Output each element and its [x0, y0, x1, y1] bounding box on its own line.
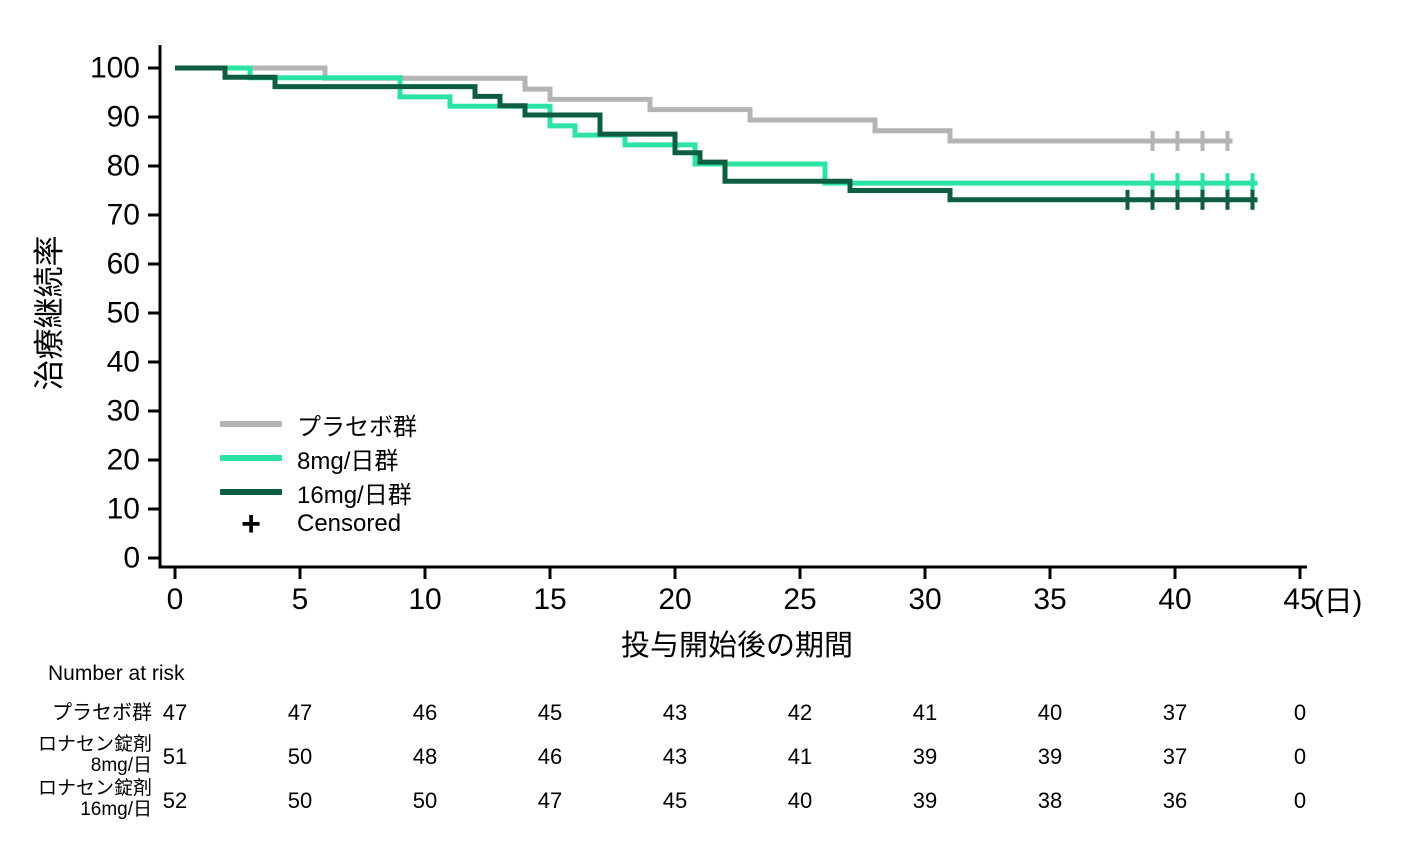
risk-count: 41 — [912, 700, 938, 725]
legend-row-16mg: 16mg/日群 — [220, 475, 412, 509]
risk-count: 46 — [412, 700, 438, 725]
legend-label-placebo: プラセボ群 — [297, 413, 417, 441]
risk-count: 0 — [1293, 700, 1307, 725]
risk-count: 47 — [287, 700, 313, 725]
legend-row-censored: + Censored — [220, 507, 401, 541]
risk-count: 47 — [537, 788, 563, 813]
risk-row-label-8mg: ロナセン錠剤 8mg/日 — [37, 734, 152, 776]
risk-count: 50 — [412, 788, 438, 813]
y-tick-label: 40 — [107, 346, 140, 379]
risk-count: 36 — [1162, 788, 1188, 813]
y-tick-label: 100 — [90, 52, 140, 85]
y-tick-label: 30 — [107, 395, 140, 428]
legend-line-16mg-icon — [220, 489, 282, 495]
y-tick-label: 0 — [123, 542, 140, 575]
risk-count: 0 — [1293, 744, 1307, 769]
y-tick-label: 70 — [107, 199, 140, 232]
risk-count: 46 — [537, 744, 563, 769]
risk-count: 37 — [1162, 744, 1188, 769]
risk-count: 43 — [662, 700, 688, 725]
risk-row-label-placebo: プラセボ群 — [52, 702, 152, 724]
x-tick-label: 35 — [1033, 583, 1066, 616]
risk-count: 50 — [287, 788, 313, 813]
risk-count: 40 — [1037, 700, 1063, 725]
risk-count: 52 — [162, 788, 188, 813]
risk-count: 40 — [787, 788, 813, 813]
legend-line-8mg-icon — [220, 455, 282, 461]
x-tick-label: 10 — [408, 583, 441, 616]
risk-count: 39 — [912, 744, 938, 769]
risk-table-header: Number at risk — [48, 662, 185, 685]
y-axis-title: 治療継続率 — [32, 236, 67, 391]
risk-count: 45 — [662, 788, 688, 813]
risk-count: 37 — [1162, 700, 1188, 725]
risk-count: 38 — [1037, 788, 1063, 813]
risk-count: 0 — [1293, 788, 1307, 813]
legend-row-8mg: 8mg/日群 — [220, 441, 398, 475]
risk-count: 50 — [287, 744, 313, 769]
risk-count: 39 — [1037, 744, 1063, 769]
survival-curves — [175, 65, 1258, 210]
risk-count: 39 — [912, 788, 938, 813]
x-tick-label: 5 — [292, 583, 309, 616]
risk-count: 48 — [412, 744, 438, 769]
y-tick-label: 90 — [107, 101, 140, 134]
survival-curve-0 — [175, 65, 1233, 144]
legend-label-censored: Censored — [297, 510, 402, 537]
x-tick-label: 15 — [533, 583, 566, 616]
y-tick-label: 50 — [107, 297, 140, 330]
risk-count: 43 — [662, 744, 688, 769]
legend-label-16mg: 16mg/日群 — [297, 481, 412, 509]
x-axis-title: 投与開始後の期間 — [621, 629, 853, 662]
y-tick-label: 20 — [107, 444, 140, 477]
y-tick-label: 80 — [107, 150, 140, 183]
y-tick-label: 10 — [107, 493, 140, 526]
censored-plus-icon: + — [241, 505, 261, 543]
survival-curve-2 — [175, 65, 1258, 203]
risk-count: 45 — [537, 700, 563, 725]
axes: 0 10 20 30 40 50 60 70 80 90 100 0 5 10 15 20 25 30 35 40 45 — [90, 45, 1317, 616]
legend-line-placebo-icon — [220, 421, 282, 427]
x-tick-label: 45 — [1283, 583, 1316, 616]
risk-count: 51 — [162, 744, 188, 769]
x-axis-unit-label: (日) — [1314, 586, 1362, 618]
risk-count: 41 — [787, 744, 813, 769]
legend-label-8mg: 8mg/日群 — [297, 447, 399, 475]
x-tick-label: 25 — [783, 583, 816, 616]
y-tick-label: 60 — [107, 248, 140, 281]
risk-count: 47 — [162, 700, 188, 725]
risk-count: 42 — [787, 700, 813, 725]
x-tick-label: 20 — [658, 583, 691, 616]
x-tick-label: 30 — [908, 583, 941, 616]
x-tick-label: 0 — [167, 583, 184, 616]
risk-row-label-16mg: ロナセン錠剤 16mg/日 — [37, 778, 152, 820]
legend-row-placebo: プラセボ群 — [220, 407, 417, 441]
x-tick-label: 40 — [1158, 583, 1191, 616]
